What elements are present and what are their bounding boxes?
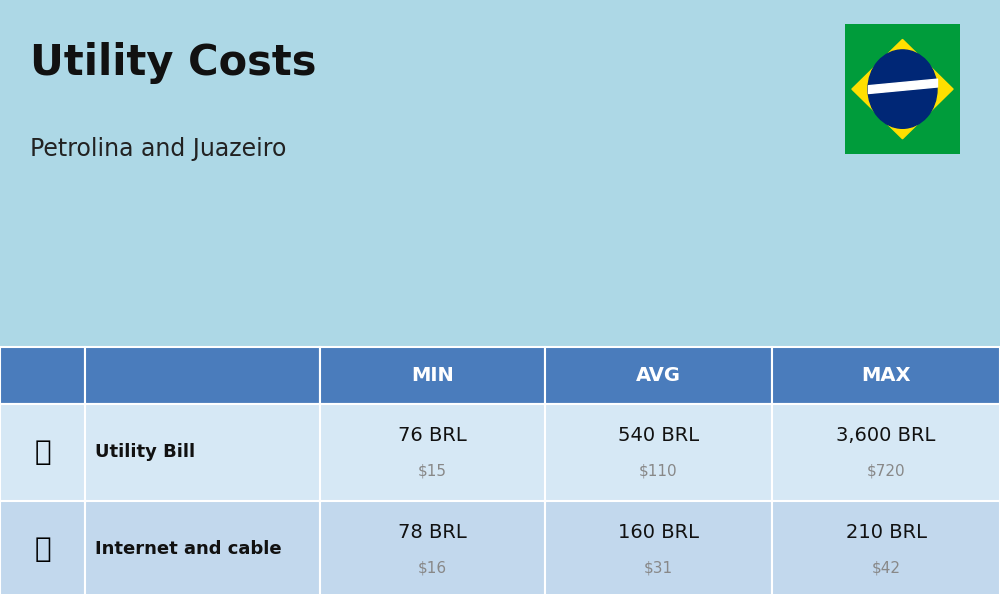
Bar — [772, 347, 1000, 404]
Text: Utility Bill: Utility Bill — [95, 443, 195, 462]
Bar — [0, 404, 85, 501]
Bar — [320, 404, 545, 501]
Text: $15: $15 — [418, 464, 447, 479]
Text: $31: $31 — [644, 561, 673, 576]
Text: 📡: 📡 — [34, 535, 51, 563]
Bar — [85, 501, 320, 594]
Text: MIN: MIN — [411, 366, 454, 385]
Text: AVG: AVG — [636, 366, 681, 385]
Text: Internet and cable: Internet and cable — [95, 540, 282, 558]
Text: Utility Costs: Utility Costs — [30, 42, 316, 84]
Bar — [545, 404, 772, 501]
Bar — [320, 501, 545, 594]
Text: $110: $110 — [639, 464, 678, 479]
Text: $16: $16 — [418, 561, 447, 576]
Bar — [545, 501, 772, 594]
Bar — [0, 347, 85, 404]
Text: $720: $720 — [867, 464, 905, 479]
Bar — [320, 347, 545, 404]
Circle shape — [868, 50, 937, 128]
FancyBboxPatch shape — [843, 21, 962, 157]
Bar — [772, 501, 1000, 594]
Text: 540 BRL: 540 BRL — [618, 426, 699, 445]
Text: 160 BRL: 160 BRL — [618, 523, 699, 542]
Bar — [0, 501, 85, 594]
Polygon shape — [852, 39, 953, 139]
Bar — [772, 404, 1000, 501]
Text: $42: $42 — [872, 561, 900, 576]
Bar — [545, 347, 772, 404]
Text: MAX: MAX — [861, 366, 911, 385]
Bar — [85, 404, 320, 501]
Text: 78 BRL: 78 BRL — [398, 523, 467, 542]
Text: 210 BRL: 210 BRL — [846, 523, 926, 542]
Text: 🔌: 🔌 — [34, 438, 51, 466]
Text: 3,600 BRL: 3,600 BRL — [836, 426, 936, 445]
Bar — [85, 347, 320, 404]
Text: Petrolina and Juazeiro: Petrolina and Juazeiro — [30, 137, 286, 160]
Text: 76 BRL: 76 BRL — [398, 426, 467, 445]
